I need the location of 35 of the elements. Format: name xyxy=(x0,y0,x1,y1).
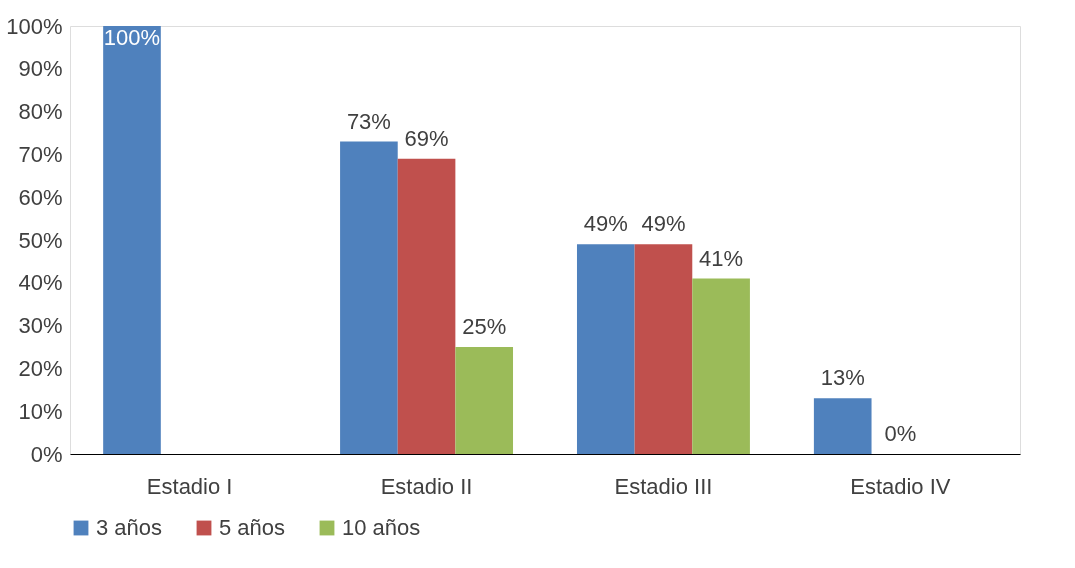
x-tick-label: Estadio III xyxy=(614,473,713,499)
data-label: 49% xyxy=(583,211,628,237)
x-tick-label: Estadio IV xyxy=(850,473,951,499)
bar xyxy=(103,26,161,454)
data-label: 0% xyxy=(884,421,917,446)
bar xyxy=(634,244,693,454)
data-label: 69% xyxy=(404,125,449,151)
x-tick-label: Estadio II xyxy=(380,473,473,499)
bar xyxy=(813,398,872,454)
bar xyxy=(692,278,750,454)
y-tick-label: 100% xyxy=(6,13,63,39)
legend-label: 3 años xyxy=(96,515,163,540)
x-tick-label: Estadio I xyxy=(146,473,233,499)
data-label: 100% xyxy=(103,25,161,50)
data-label: 73% xyxy=(346,108,391,134)
y-tick-label: 30% xyxy=(18,313,63,339)
y-tick-label: 20% xyxy=(18,355,63,381)
legend-label: 10 años xyxy=(342,515,421,540)
y-tick-label: 60% xyxy=(18,184,63,210)
y-tick-label: 80% xyxy=(18,99,63,125)
bar xyxy=(397,158,456,454)
legend-label: 5 años xyxy=(219,515,286,540)
data-label: 13% xyxy=(820,365,865,391)
bar xyxy=(340,141,398,454)
y-tick-label: 90% xyxy=(18,56,63,82)
data-label: 49% xyxy=(641,211,686,237)
y-tick-label: 40% xyxy=(18,270,63,296)
y-tick-label: 0% xyxy=(30,441,63,467)
data-label: 41% xyxy=(699,245,744,271)
y-tick-label: 10% xyxy=(18,398,63,424)
bar xyxy=(455,347,514,454)
y-tick-label: 50% xyxy=(18,227,63,253)
data-label: 25% xyxy=(462,314,507,339)
bar xyxy=(576,244,635,454)
y-tick-label: 70% xyxy=(18,141,63,167)
